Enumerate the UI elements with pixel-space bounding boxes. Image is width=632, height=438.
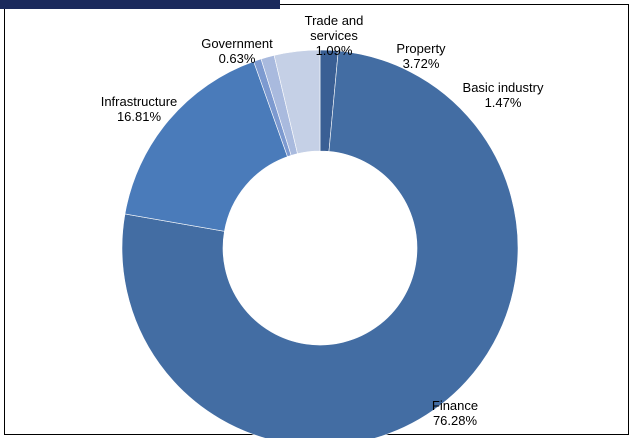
slice-value-label-government: 0.63% (219, 51, 256, 66)
slice-name-label-basic-industry: Basic industry (463, 80, 544, 95)
header-bar (0, 0, 280, 9)
slice-name-label-property: Property (396, 41, 446, 56)
slice-value-label-infrastructure: 16.81% (117, 109, 162, 124)
slice-name-label-trade-and-services: Trade and (305, 13, 364, 28)
slice-value-label-basic-industry: 1.47% (485, 95, 522, 110)
slice-infrastructure (124, 61, 288, 232)
slice-finance (121, 50, 519, 438)
slice-value-label-trade-and-services: 1.09% (316, 43, 353, 58)
slice-property (273, 49, 321, 154)
slice-name-label-government: Government (201, 36, 273, 51)
slice-name-label-infrastructure: Infrastructure (101, 94, 178, 109)
slice-name-label-trade-and-services: services (310, 28, 358, 43)
slices-group (121, 49, 519, 438)
slice-value-label-finance: 76.28% (433, 413, 478, 428)
slice-name-label-finance: Finance (432, 398, 478, 413)
slice-value-label-property: 3.72% (403, 56, 440, 71)
